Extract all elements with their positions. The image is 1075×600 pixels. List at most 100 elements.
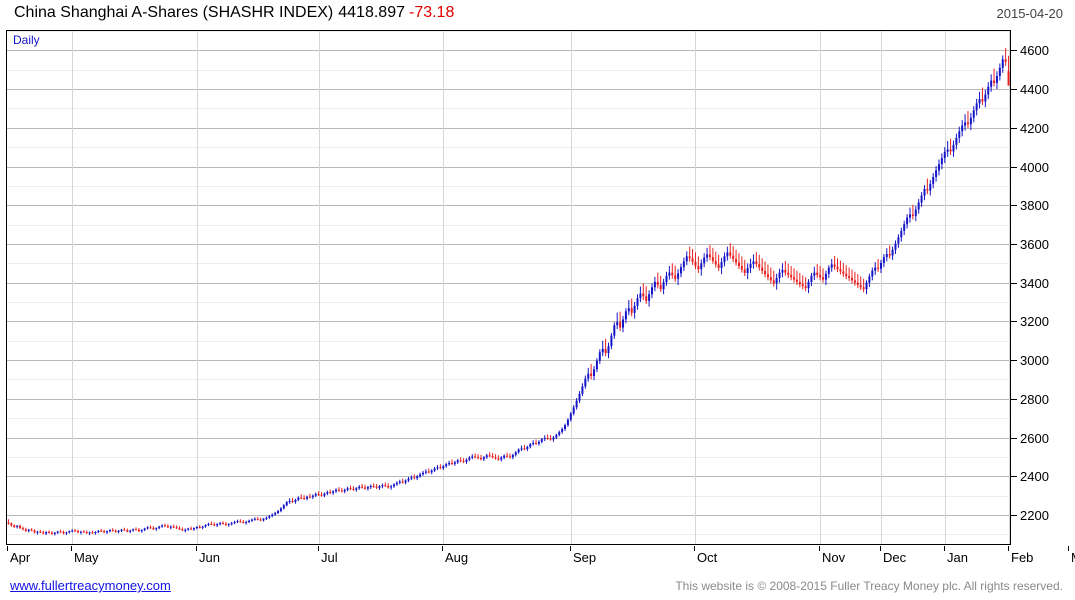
candlestick [761,258,764,275]
gridline-month [197,31,198,544]
copyright-notice: This website is © 2008-2015 Fuller Treac… [675,579,1063,593]
site-link[interactable]: www.fullertreacymoney.com [10,578,171,593]
candlestick [494,454,497,460]
candlestick [482,456,485,462]
candlestick [390,484,393,490]
candlestick [836,258,839,273]
candlestick [622,315,625,333]
candlestick [161,524,164,528]
candlestick [82,530,85,533]
candlestick [616,312,619,330]
candlestick [288,498,291,504]
candlestick [474,453,477,459]
candlestick [772,270,775,287]
candlestick [839,260,842,275]
candlestick [532,440,535,446]
candlestick [375,483,378,490]
candlestick [552,435,555,442]
date-tick [944,546,945,551]
candlestick [882,254,885,268]
candlestick [329,489,332,495]
chart-footer: www.fullertreacymoney.com This website i… [0,576,1075,600]
gridline-minor [7,186,1010,187]
candlestick [549,435,552,441]
candlestick [355,487,358,492]
price-tick-label: 4000 [1020,160,1049,175]
gridline-minor [7,534,1010,535]
date-tick [694,546,695,551]
price-chart-plot-area[interactable]: Daily [6,30,1011,545]
gridline-major [7,438,1010,439]
candlestick [784,260,787,276]
candlestick [410,475,413,481]
date-tick [442,546,443,551]
candlestick [656,272,659,289]
candlestick [413,474,416,480]
candlestick [595,358,598,373]
candlestick [108,529,111,533]
gridline-month [945,31,946,544]
candlestick [943,147,946,164]
date-tick-label: Nov [822,550,846,565]
candlestick [352,486,355,491]
date-tick-label: Sep [573,550,597,565]
candlestick [506,452,509,458]
candlestick [917,199,920,214]
candlestick [906,214,909,229]
candlestick [627,300,630,316]
candlestick [224,521,227,526]
gridline-month [443,31,444,544]
candlestick [172,524,175,529]
candlestick [633,302,636,319]
candlestick [491,453,494,459]
candlestick [477,454,480,460]
as-of-date: 2015-04-20 [996,6,1064,21]
candlestick [111,528,114,532]
candlestick [320,492,323,497]
price-tick-label: 2400 [1020,469,1049,484]
candlestick [65,531,68,536]
candlestick [207,522,210,527]
candlestick [94,531,97,535]
candlestick [572,405,575,416]
candlestick [233,520,236,525]
gridline-major [7,244,1010,245]
candlestick [688,246,691,262]
candlestick [372,483,375,488]
candlestick [624,308,627,324]
gridline-minor [7,108,1010,109]
date-tick-label: May [74,550,99,565]
candlestick [416,475,419,481]
candlestick [445,462,448,468]
candlestick [59,529,62,533]
candlestick [590,363,593,380]
candlestick [62,530,65,535]
gridline-major [7,128,1010,129]
date-tick-label: Aug [445,550,469,565]
candlestick [419,472,422,478]
candlestick [448,460,451,466]
candlestick [978,91,981,109]
candlestick [77,529,80,534]
candlestick [146,526,149,530]
candlestick [842,262,845,277]
instrument-title: China Shanghai A-Shares (SHASHR INDEX) 44… [14,4,454,22]
gridline-major [7,360,1010,361]
candlestick [781,263,784,278]
candlestick [271,513,274,518]
candlestick [210,521,213,526]
date-axis: AprMayJunJulAugSepOctNovDecJanFebMarApr [6,546,1075,568]
candlestick [593,365,596,381]
candlestick [897,234,900,248]
candlestick [181,527,184,532]
candlestick [120,528,123,532]
candlestick [743,259,746,277]
candlestick [610,332,613,350]
candlestick [335,488,338,493]
date-tick-label: Apr [10,550,31,565]
candlestick [158,525,161,530]
date-tick-label: Oct [697,550,718,565]
candlestick [949,138,952,155]
candlestick [134,527,137,531]
candlestick [804,277,807,292]
